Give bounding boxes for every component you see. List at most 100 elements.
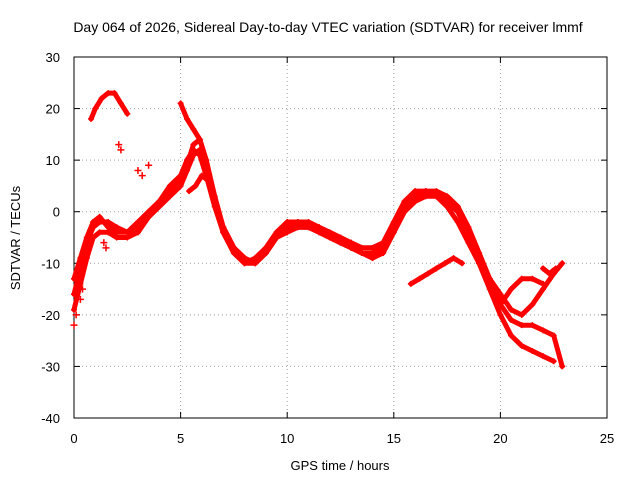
y-tick-label: 10	[46, 153, 60, 168]
data-point	[70, 321, 78, 329]
data-point	[145, 213, 152, 220]
data-point	[316, 224, 323, 231]
data-point	[198, 172, 205, 179]
data-point	[241, 255, 248, 262]
series-pass-f	[186, 172, 212, 195]
data-point	[546, 270, 553, 277]
data-point	[186, 188, 193, 195]
data-point	[90, 234, 97, 241]
data-point	[337, 239, 344, 246]
data-point	[454, 219, 461, 226]
data-point	[196, 151, 203, 158]
data-point	[326, 234, 333, 241]
data-point	[497, 311, 504, 318]
data-point	[156, 198, 163, 205]
data-point	[211, 193, 218, 200]
data-point	[183, 115, 190, 122]
data-point	[316, 229, 323, 236]
data-point	[92, 105, 99, 112]
data-markers	[70, 141, 153, 329]
data-point	[380, 239, 387, 246]
data-point	[203, 157, 210, 164]
x-axis-label: GPS time / hours	[291, 458, 390, 473]
grid	[74, 57, 607, 418]
data-point	[559, 260, 566, 267]
x-tick-label: 10	[280, 431, 294, 446]
data-point	[529, 301, 536, 308]
series-pass-h	[540, 265, 559, 277]
data-point	[508, 317, 515, 324]
data-point	[76, 295, 84, 303]
data-point	[337, 234, 344, 241]
data-point	[205, 177, 212, 184]
data-traces	[71, 90, 566, 370]
data-point	[115, 141, 123, 149]
y-tick-label: 20	[46, 102, 60, 117]
y-tick-label: -20	[41, 308, 60, 323]
data-point	[117, 146, 125, 154]
data-point	[134, 229, 141, 236]
data-point	[454, 208, 461, 215]
x-tick-label: 15	[387, 431, 401, 446]
series-pass-g	[407, 255, 466, 287]
data-point	[369, 244, 376, 251]
data-point	[90, 224, 97, 231]
data-point	[348, 239, 355, 246]
data-point	[96, 219, 103, 226]
data-point	[390, 219, 397, 226]
data-point	[518, 311, 525, 318]
x-tick-label: 20	[493, 431, 507, 446]
data-point	[369, 255, 376, 262]
data-point	[508, 332, 515, 339]
data-point	[540, 353, 547, 360]
data-point	[518, 322, 525, 329]
data-point	[262, 249, 269, 256]
x-tick-label: 25	[600, 431, 614, 446]
data-point	[552, 265, 559, 272]
data-point	[111, 90, 118, 97]
data-point	[113, 234, 120, 241]
data-point	[497, 291, 504, 298]
data-point	[444, 193, 451, 200]
data-point	[98, 95, 105, 102]
data-point	[117, 100, 124, 107]
data-point	[433, 265, 440, 272]
x-tick-label: 0	[70, 431, 77, 446]
y-tick-label: 0	[53, 205, 60, 220]
chart-title: Day 064 of 2026, Sidereal Day-to-day VTE…	[73, 19, 582, 35]
data-point	[459, 260, 466, 267]
data-point	[422, 193, 429, 200]
data-point	[348, 244, 355, 251]
data-point	[105, 229, 112, 236]
data-point	[450, 255, 457, 262]
data-point	[284, 219, 291, 226]
data-point	[550, 358, 557, 365]
data-point	[105, 219, 112, 226]
data-point	[83, 239, 90, 246]
data-point	[177, 100, 184, 107]
data-point	[407, 280, 414, 287]
data-point	[497, 301, 504, 308]
axis-ticks: 0 5 10 15 20 25 30 20 10 0 -10 -20 -30 -40	[41, 50, 614, 446]
data-point	[540, 327, 547, 334]
data-point	[241, 260, 248, 267]
series-line	[186, 173, 211, 194]
data-point	[113, 224, 120, 231]
data-point	[540, 286, 547, 293]
data-point	[134, 166, 142, 174]
data-point	[72, 311, 80, 319]
data-point	[252, 260, 259, 267]
data-point	[83, 255, 90, 262]
data-point	[105, 224, 112, 231]
data-point	[294, 219, 301, 226]
data-point	[550, 332, 557, 339]
data-point	[192, 182, 199, 189]
data-point	[508, 286, 515, 293]
series-pass-e	[88, 90, 131, 122]
data-point	[102, 244, 110, 252]
data-point	[166, 193, 173, 200]
data-point	[401, 198, 408, 205]
data-point	[358, 244, 365, 251]
data-point	[518, 275, 525, 282]
data-point	[124, 110, 131, 117]
